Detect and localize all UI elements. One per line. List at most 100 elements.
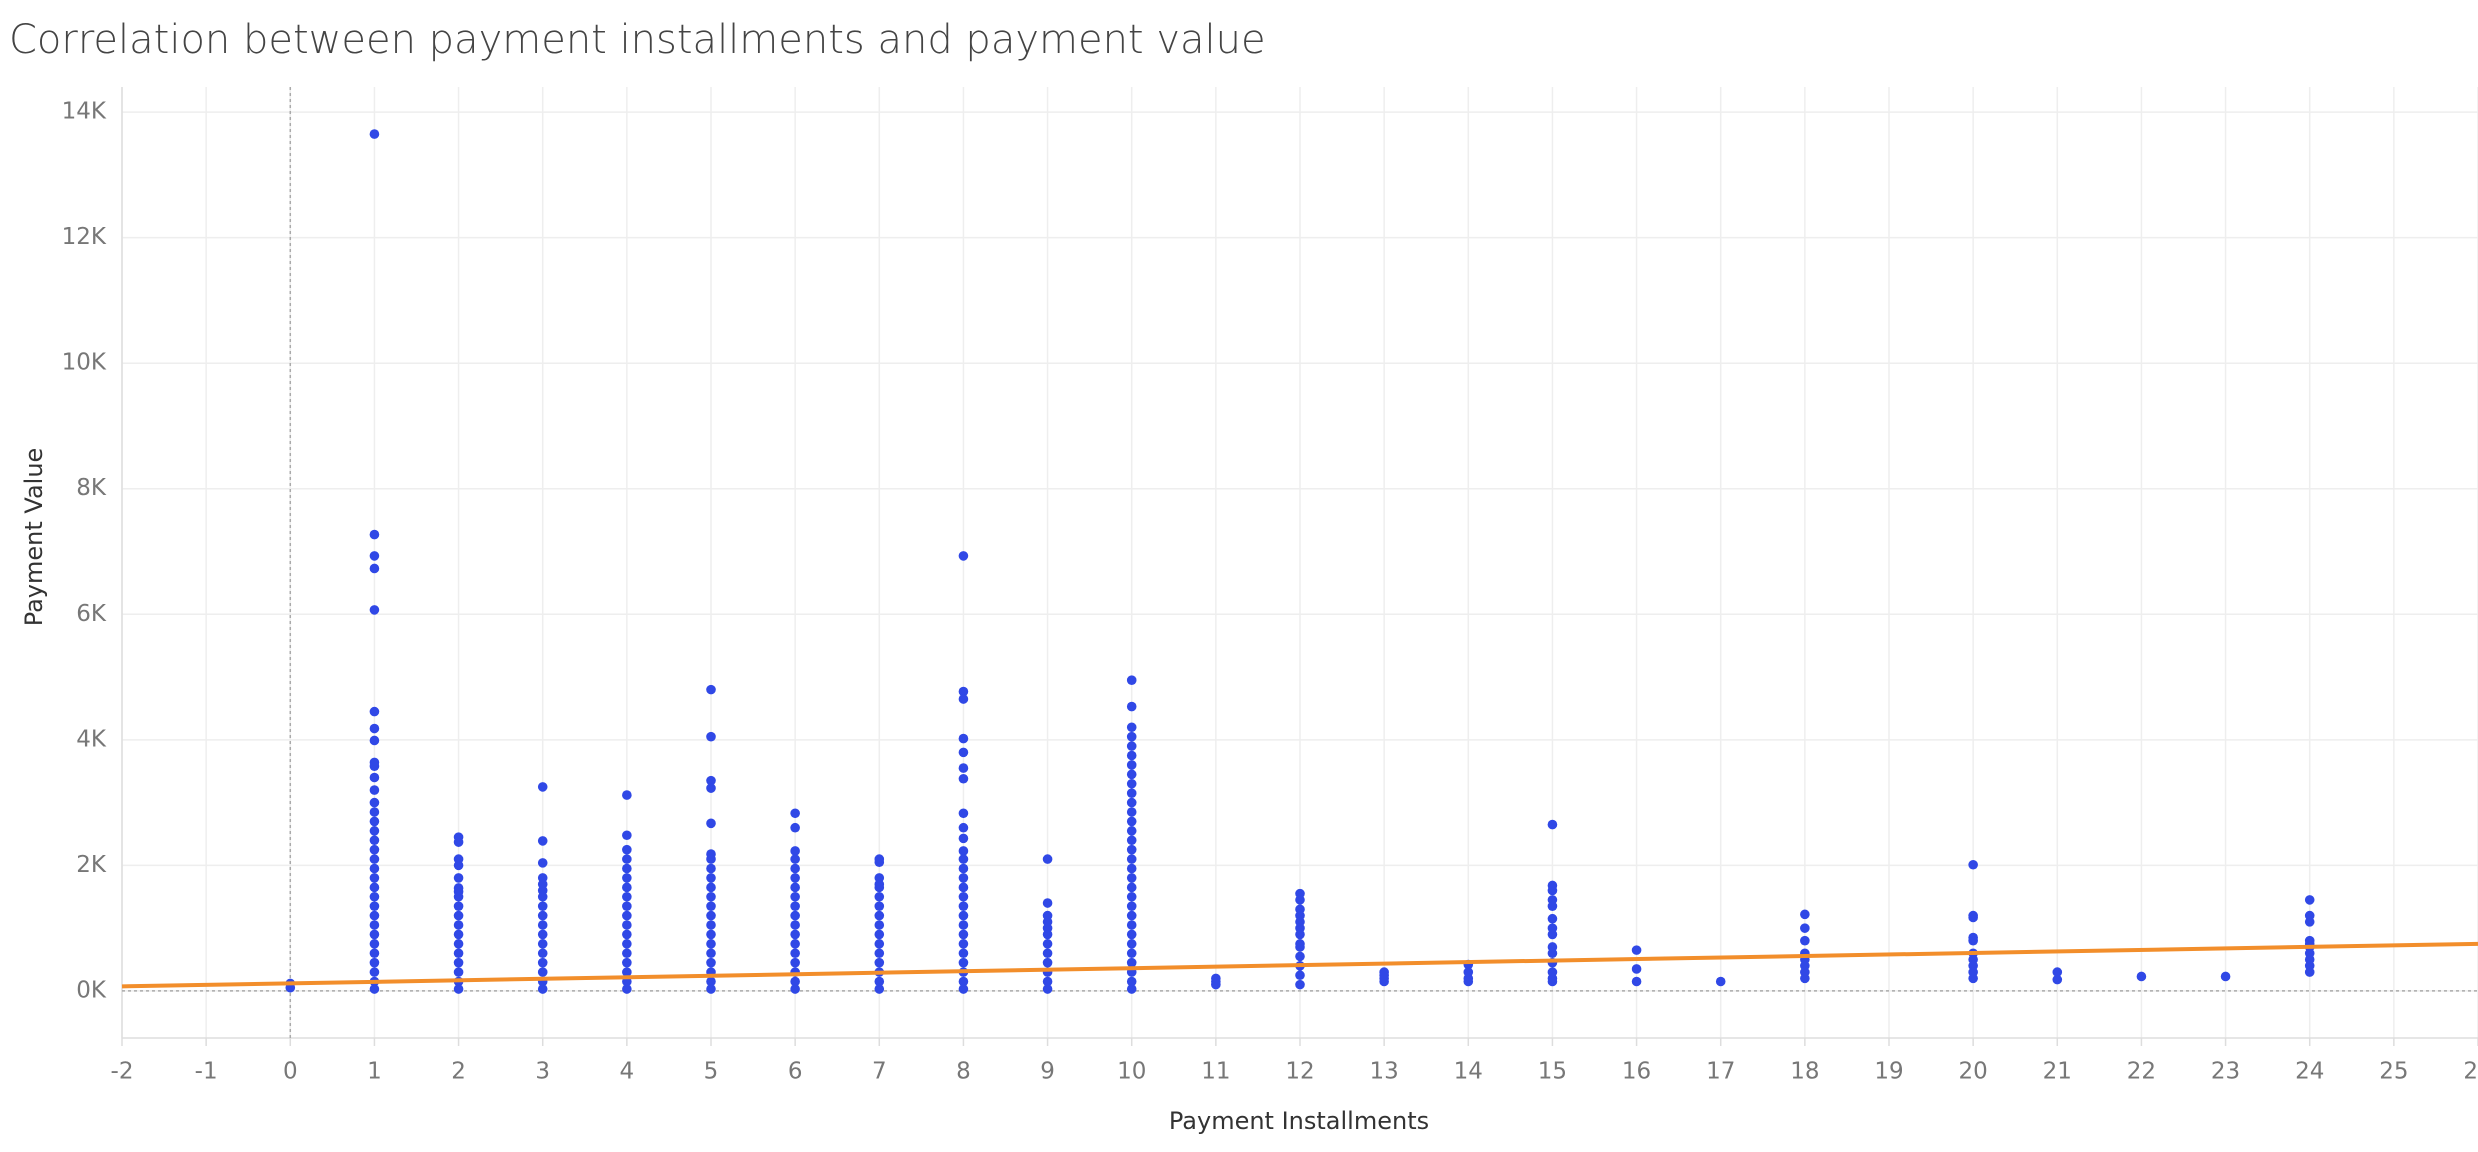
point <box>537 901 548 911</box>
point <box>706 891 716 902</box>
point <box>622 957 632 968</box>
point <box>2052 967 2063 977</box>
x-tick-label: 25 <box>2379 1059 2408 1085</box>
point <box>1126 722 1137 733</box>
point <box>706 863 716 874</box>
point <box>369 863 380 874</box>
point <box>537 967 548 977</box>
point <box>958 939 969 949</box>
point <box>790 910 800 921</box>
point <box>1126 731 1137 742</box>
point <box>537 948 548 959</box>
point <box>1547 819 1558 830</box>
x-tick-label: 22 <box>2127 1059 2156 1085</box>
point <box>622 873 632 883</box>
reference-lines <box>122 87 2478 1038</box>
y-tick-label: 8K <box>76 475 107 501</box>
point <box>874 984 885 994</box>
point <box>369 785 380 795</box>
point <box>622 948 632 959</box>
x-tick-label: 4 <box>620 1059 635 1085</box>
point <box>874 920 885 930</box>
point <box>1295 979 1305 990</box>
point <box>874 957 885 968</box>
point <box>958 854 969 864</box>
point <box>369 563 380 574</box>
x-tick-label: 11 <box>1201 1059 1230 1085</box>
point <box>1126 826 1137 836</box>
x-tick-label: 21 <box>2043 1059 2072 1085</box>
point <box>537 910 548 921</box>
point <box>1126 675 1137 685</box>
point <box>369 772 380 783</box>
point <box>790 854 800 864</box>
point <box>790 882 800 893</box>
point <box>369 901 380 911</box>
point <box>874 976 885 987</box>
point <box>1547 913 1558 924</box>
point <box>958 733 969 744</box>
grid <box>121 87 2478 1046</box>
x-tick-label: 19 <box>1874 1059 1903 1085</box>
point <box>622 882 632 893</box>
point <box>1126 920 1137 930</box>
point <box>1126 929 1137 940</box>
x-tick-label: 10 <box>1117 1059 1146 1085</box>
x-tick-label: 1 <box>367 1059 382 1085</box>
point <box>369 605 380 615</box>
x-tick-label: 2 <box>451 1059 466 1085</box>
point <box>453 984 464 994</box>
point <box>874 948 885 959</box>
y-tick-label: 6K <box>76 601 107 627</box>
point <box>790 920 800 930</box>
point <box>622 939 632 949</box>
point <box>706 818 716 829</box>
point <box>369 529 380 540</box>
point <box>958 822 969 833</box>
point <box>622 863 632 874</box>
point <box>958 984 969 994</box>
point <box>874 882 885 893</box>
point <box>958 773 969 784</box>
point <box>369 835 380 846</box>
point <box>874 891 885 902</box>
chart-title: Correlation between payment installments… <box>9 17 1266 63</box>
point <box>369 967 380 977</box>
trend <box>121 941 2478 989</box>
point <box>706 901 716 911</box>
y-tick-label: 4K <box>76 726 107 752</box>
point <box>369 723 380 734</box>
point <box>1126 948 1137 959</box>
point <box>790 846 800 856</box>
point <box>1126 778 1137 789</box>
point <box>369 882 380 893</box>
point <box>958 920 969 930</box>
point <box>1126 854 1137 864</box>
point <box>622 920 632 930</box>
x-tick-label: 3 <box>535 1059 550 1085</box>
point <box>453 837 464 847</box>
point <box>790 808 800 819</box>
y-tick-label: 2K <box>76 852 107 878</box>
point <box>958 910 969 921</box>
point <box>622 790 632 800</box>
point <box>1042 984 1053 994</box>
point <box>1295 929 1305 940</box>
point <box>1800 923 1810 933</box>
points <box>285 129 2315 994</box>
x-tick-label: 18 <box>1790 1059 1819 1085</box>
point <box>537 836 548 846</box>
point <box>2220 971 2231 982</box>
point <box>790 901 800 911</box>
y-tick-label: 0K <box>76 977 107 1003</box>
x-tick-label: 17 <box>1706 1059 1735 1085</box>
point <box>958 694 969 704</box>
point <box>706 957 716 968</box>
point <box>874 929 885 940</box>
point <box>790 891 800 902</box>
trend-line <box>121 941 2478 989</box>
point <box>706 976 716 987</box>
x-tick-label: 7 <box>872 1059 887 1085</box>
x-tick-label: -2 <box>111 1059 134 1085</box>
x-tick-label: 15 <box>1538 1059 1567 1085</box>
